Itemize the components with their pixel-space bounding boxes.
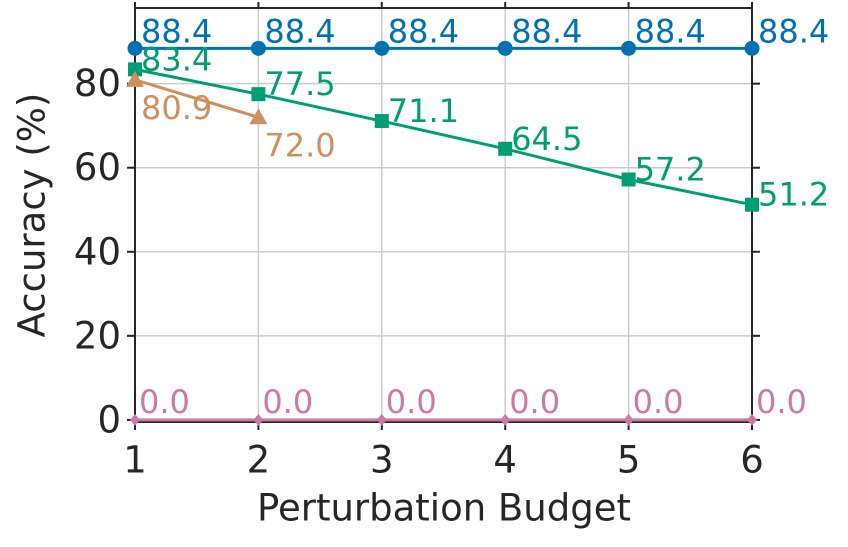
- marker: [621, 172, 636, 187]
- series-line: [134, 67, 753, 207]
- marker: [744, 40, 760, 56]
- marker: [747, 413, 757, 426]
- marker: [253, 413, 264, 426]
- data-label: 64.5: [511, 120, 582, 158]
- x-tick-label: 5: [617, 439, 641, 482]
- marker: [130, 413, 140, 426]
- data-label: 0.0: [633, 383, 684, 421]
- data-label: 83.4: [141, 40, 212, 78]
- marker: [250, 40, 266, 56]
- marker: [127, 40, 143, 56]
- data-label: 88.4: [635, 12, 706, 50]
- marker: [126, 70, 144, 87]
- x-tick-label: 4: [493, 439, 517, 482]
- data-label: 0.0: [262, 383, 313, 421]
- marker: [623, 413, 634, 426]
- y-tick-label: 20: [74, 314, 121, 357]
- data-label: 88.4: [264, 12, 335, 50]
- data-label: 88.4: [758, 12, 829, 50]
- data-label: 0.0: [139, 383, 190, 421]
- data-label: 0.0: [386, 383, 437, 421]
- data-label: 57.2: [635, 150, 706, 188]
- y-tick-label: 60: [74, 146, 121, 189]
- series-line: [134, 78, 259, 119]
- x-tick-label: 3: [370, 439, 394, 482]
- data-label: 0.0: [756, 383, 807, 421]
- marker: [374, 40, 390, 56]
- data-label: 88.4: [141, 12, 212, 50]
- marker: [745, 197, 759, 212]
- y-tick-label: 40: [74, 230, 121, 273]
- marker: [374, 114, 389, 129]
- marker: [249, 108, 268, 125]
- marker: [621, 40, 637, 56]
- data-label: 72.0: [264, 126, 335, 164]
- x-tick-label: 2: [247, 439, 271, 482]
- y-tick-label: 80: [74, 62, 121, 105]
- plot-frame: [134, 7, 753, 423]
- data-label: 80.9: [141, 89, 212, 127]
- data-label: 88.4: [388, 12, 459, 50]
- x-tick-label: 6: [740, 439, 764, 482]
- y-tick-label: 0: [97, 398, 121, 441]
- x-tick-label: 1: [123, 439, 147, 482]
- data-label: 77.5: [264, 65, 335, 103]
- data-label: 51.2: [758, 176, 829, 214]
- y-axis-label: Accuracy (%): [11, 93, 54, 338]
- data-label: 88.4: [511, 12, 582, 50]
- marker: [498, 141, 513, 156]
- marker: [497, 40, 513, 56]
- data-label: 71.1: [388, 92, 459, 130]
- marker: [251, 87, 266, 102]
- data-label: 0.0: [509, 383, 560, 421]
- marker: [376, 413, 387, 426]
- marker: [500, 413, 511, 426]
- marker: [128, 62, 142, 77]
- x-axis-label: Perturbation Budget: [257, 487, 631, 530]
